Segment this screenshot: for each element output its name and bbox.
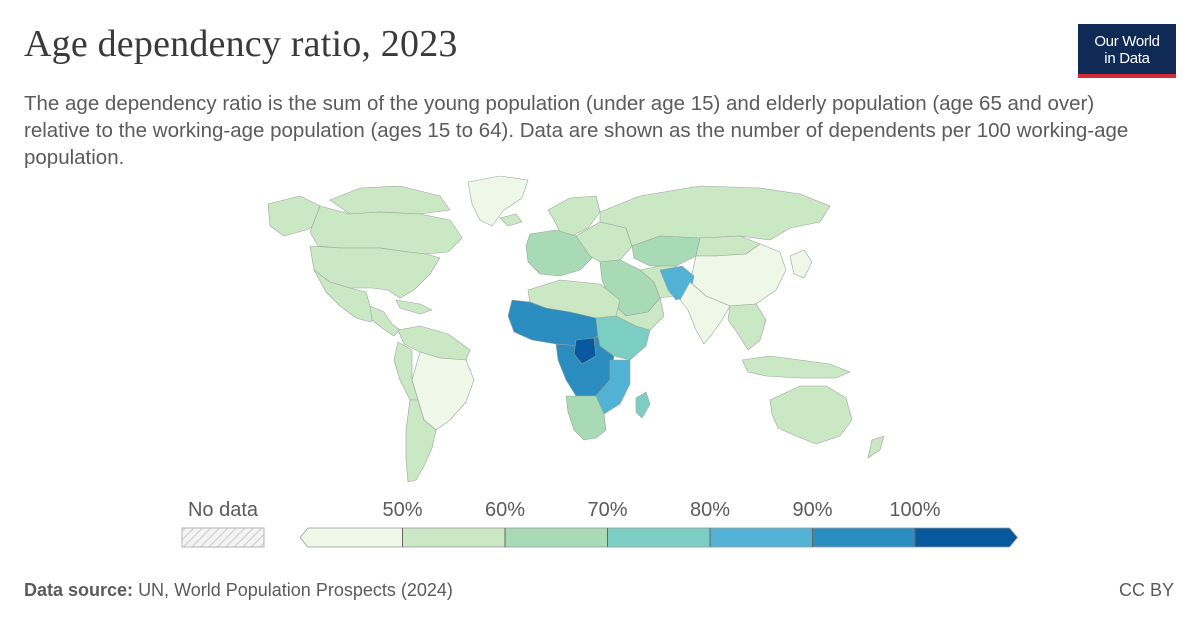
- tick-label: 50%: [382, 499, 422, 521]
- chad-drc-core[interactable]: [573, 337, 597, 365]
- central-america[interactable]: [369, 305, 401, 337]
- data-source: Data source: UN, World Population Prospe…: [24, 580, 453, 601]
- tick-label: 80%: [690, 499, 730, 521]
- chart-title: Age dependency ratio, 2023: [24, 23, 458, 65]
- color-bin-5[interactable]: [812, 527, 916, 548]
- chart-subtitle: The age dependency ratio is the sum of t…: [24, 92, 1129, 169]
- southeast-asia[interactable]: [727, 303, 767, 351]
- color-bin-4[interactable]: [709, 527, 813, 548]
- canada[interactable]: [309, 205, 463, 255]
- india[interactable]: [679, 281, 731, 345]
- indonesia-philippines[interactable]: [741, 355, 851, 379]
- data-source-label: Data source:: [24, 580, 134, 600]
- scale-ticks: 50% 60% 70% 80% 90% 100%: [382, 499, 941, 547]
- argentina-chile[interactable]: [405, 399, 437, 483]
- greenland[interactable]: [467, 175, 529, 227]
- caribbean[interactable]: [395, 299, 433, 315]
- western-europe[interactable]: [525, 229, 593, 277]
- russia[interactable]: [599, 185, 831, 247]
- color-bin-0[interactable]: [299, 527, 403, 548]
- color-bin-3[interactable]: [607, 527, 711, 548]
- owid-logo[interactable]: Our World in Data: [1078, 24, 1176, 78]
- arctic-canada-islands[interactable]: [329, 185, 451, 215]
- license-link[interactable]: CC BY: [1118, 580, 1174, 600]
- color-bin-2[interactable]: [504, 527, 608, 548]
- scandinavia[interactable]: [547, 195, 601, 237]
- australia[interactable]: [769, 385, 853, 445]
- korea-japan[interactable]: [789, 249, 813, 279]
- color-bin-1[interactable]: [402, 527, 506, 548]
- tick-label: 100%: [889, 499, 940, 521]
- tick-label: 70%: [587, 499, 627, 521]
- new-zealand[interactable]: [867, 435, 885, 459]
- kazakhstan[interactable]: [631, 235, 701, 267]
- data-source-text: UN, World Population Prospects (2024): [138, 580, 453, 600]
- tick-label: 60%: [485, 499, 525, 521]
- color-scale: [299, 527, 1019, 548]
- legend: No data 50% 60% 70% 80% 90% 100%: [181, 499, 1019, 548]
- east-africa[interactable]: [595, 359, 631, 415]
- no-data-label: No data: [188, 499, 259, 521]
- logo-line-2: in Data: [1104, 50, 1150, 67]
- color-bin-6[interactable]: [914, 527, 1019, 548]
- tick-label: 90%: [792, 499, 832, 521]
- logo-line-1: Our World: [1094, 33, 1160, 50]
- iceland[interactable]: [499, 213, 523, 227]
- continents: [267, 175, 885, 483]
- no-data-swatch: [181, 527, 265, 548]
- madagascar[interactable]: [635, 391, 651, 419]
- southern-africa[interactable]: [565, 395, 607, 441]
